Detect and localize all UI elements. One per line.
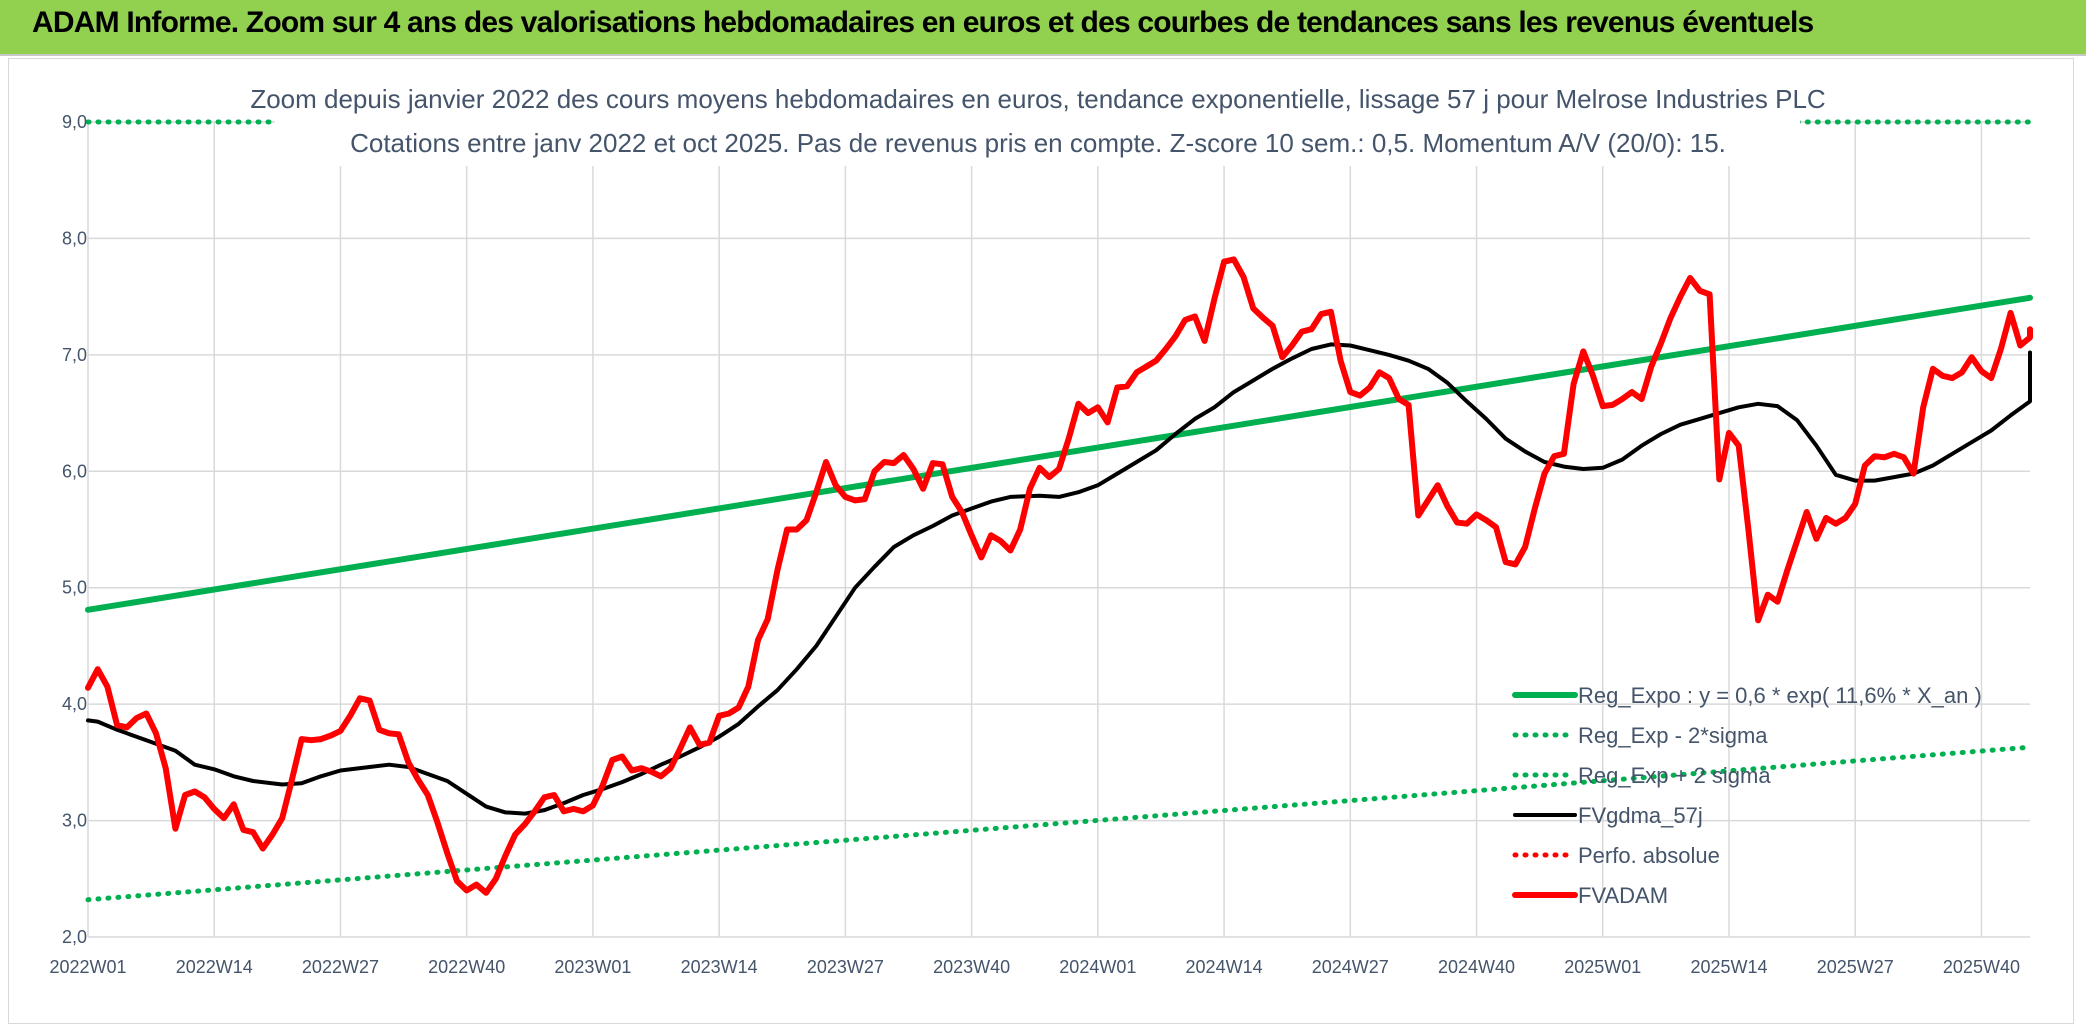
y-tick-label: 9,0: [62, 112, 87, 132]
chart-subtitle: Cotations entre janv 2022 et oct 2025. P…: [350, 128, 1726, 158]
x-tick-label: 2023W14: [681, 957, 758, 977]
y-tick-label: 6,0: [62, 461, 87, 481]
y-tick-label: 3,0: [62, 811, 87, 831]
axis-labels: 2,0 3,0 4,0 5,0 6,0 7,0 8,0 9,0 2022W01 2022W14 20…: [49, 112, 2020, 977]
y-tick-label: 8,0: [62, 228, 87, 248]
x-tick-label: 2024W27: [1312, 957, 1389, 977]
x-tick-label: 2025W01: [1564, 957, 1641, 977]
x-tick-label: 2022W40: [428, 957, 505, 977]
x-tick-label: 2025W27: [1817, 957, 1894, 977]
legend-label: FVADAM: [1578, 883, 1668, 908]
grid-lines: [87, 121, 2030, 938]
x-tick-label: 2024W40: [1438, 957, 1515, 977]
y-tick-label: 5,0: [62, 578, 87, 598]
chart-titles: Zoom depuis janvier 2022 des cours moyen…: [250, 80, 1826, 166]
y-tick-label: 7,0: [62, 345, 87, 365]
x-tick-label: 2023W27: [807, 957, 884, 977]
title-background: [275, 80, 1800, 166]
legend: Reg_Expo : y = 0,6 * exp( 11,6% * X_an )…: [1512, 683, 1982, 908]
report-title: ADAM Informe. Zoom sur 4 ans des valoris…: [32, 6, 1814, 39]
legend-label: FVgdma_57j: [1578, 803, 1703, 828]
x-tick-label: 2022W27: [302, 957, 379, 977]
x-tick-label: 2022W14: [176, 957, 253, 977]
report-banner: ADAM Informe. Zoom sur 4 ans des valoris…: [0, 0, 2086, 56]
x-tick-label: 2024W14: [1186, 957, 1263, 977]
y-tick-label: 4,0: [62, 694, 87, 714]
legend-label: Reg_Exp + 2 sigma: [1578, 763, 1771, 788]
x-tick-label: 2022W01: [49, 957, 126, 977]
x-tick-label: 2025W40: [1943, 957, 2020, 977]
fvgdma-57j-line: [86, 342, 2032, 816]
fvadam-line: [85, 256, 2033, 896]
legend-label: Reg_Exp - 2*sigma: [1578, 723, 1768, 748]
series-lines: [85, 119, 2033, 903]
x-tick-label: 2024W01: [1059, 957, 1136, 977]
reg-minus-2sigma-line: [85, 744, 2033, 903]
reg-expo-line: [85, 294, 2033, 613]
x-tick-label: 2025W14: [1690, 957, 1767, 977]
y-tick-label: 2,0: [62, 927, 87, 947]
legend-label: Perfo. absolue: [1578, 843, 1720, 868]
x-tick-label: 2023W01: [554, 957, 631, 977]
chart-title: Zoom depuis janvier 2022 des cours moyen…: [250, 84, 1825, 114]
x-tick-label: 2023W40: [933, 957, 1010, 977]
chart-frame: [8, 58, 2074, 1024]
legend-label: Reg_Expo : y = 0,6 * exp( 11,6% * X_an ): [1578, 683, 1982, 708]
